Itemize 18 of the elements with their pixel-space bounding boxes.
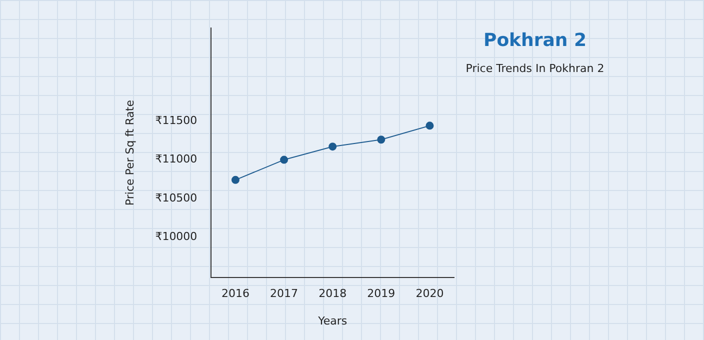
y-tick-label: ₹11500: [155, 114, 198, 127]
x-axis-title: Years: [317, 314, 348, 328]
point: [328, 142, 337, 151]
text: Pokhran 2: [482, 30, 588, 51]
y-tick-label: ₹10000: [155, 230, 198, 244]
point: [377, 136, 386, 144]
point: [426, 122, 434, 130]
x-tick-label: 2017: [270, 287, 298, 300]
x-tick-label: 2016: [221, 287, 250, 300]
point: [231, 176, 240, 184]
x-tick-label: 2018: [318, 287, 347, 300]
x-tick-label: 2019: [367, 287, 396, 300]
y-tick-label: ₹11000: [155, 152, 198, 166]
y-axis-title: Price Per Sq ft Rate: [123, 100, 136, 206]
y-tick-label: ₹10500: [155, 191, 198, 204]
point: [280, 156, 288, 164]
text: Price Trends In Pokhran 2: [464, 62, 606, 75]
x-tick-label: 2020: [416, 287, 444, 300]
